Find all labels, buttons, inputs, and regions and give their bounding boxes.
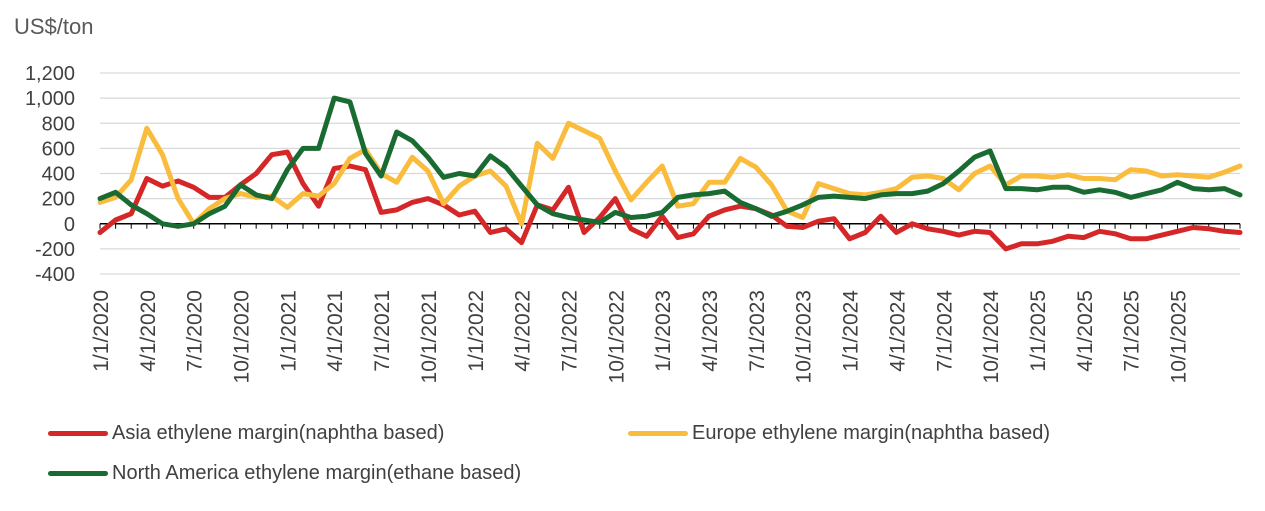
x-tick-label: 7/1/2020 <box>184 290 207 372</box>
x-tick-label: 4/1/2020 <box>137 290 160 372</box>
legend-swatch-asia <box>48 431 108 437</box>
y-tick-label: 800 <box>42 113 75 135</box>
y-tick-label: 400 <box>42 164 75 186</box>
x-tick-label: 1/1/2024 <box>840 290 863 372</box>
x-tick-label: 4/1/2025 <box>1074 290 1097 372</box>
legend-item-north-america: North America ethylene margin(ethane bas… <box>48 462 521 485</box>
x-tick-label: 10/1/2020 <box>231 290 254 383</box>
x-tick-label: 7/1/2021 <box>371 290 394 372</box>
x-tick-label: 1/1/2022 <box>465 290 488 372</box>
y-tick-label: 1,000 <box>25 88 75 110</box>
legend-swatch-north-america <box>48 471 108 477</box>
series-lines <box>97 95 1243 252</box>
x-tick-label: 4/1/2024 <box>886 290 909 372</box>
y-axis-ticks: -400 -200 0 200 400 600 800 1,000 1,200 <box>25 63 75 286</box>
legend-item-europe: Europe ethylene margin(naphtha based) <box>628 422 1050 445</box>
legend-label-europe: Europe ethylene margin(naphtha based) <box>692 422 1051 445</box>
legend-label-asia: Asia ethylene margin(naphtha based) <box>112 422 445 445</box>
x-tick-label: 10/1/2022 <box>605 290 628 383</box>
legend-label-north-america: North America ethylene margin(ethane bas… <box>112 462 522 485</box>
series-line-europe <box>97 120 1243 227</box>
y-axis-unit-label: US$/ton <box>14 14 94 39</box>
x-tick-label: 1/1/2023 <box>652 290 675 372</box>
legend-item-asia: Asia ethylene margin(naphtha based) <box>48 422 444 445</box>
series-line-north-america <box>97 95 1243 229</box>
x-tick-label: 7/1/2024 <box>933 290 956 372</box>
y-tick-label: 200 <box>42 189 75 211</box>
x-tick-label: 4/1/2023 <box>699 290 722 372</box>
x-tick-label: 1/1/2025 <box>1027 290 1050 372</box>
x-tick-label: 1/1/2021 <box>277 290 300 372</box>
x-tick-label: 10/1/2024 <box>980 290 1003 384</box>
x-tick-label: 4/1/2021 <box>324 290 347 372</box>
y-tick-label: -200 <box>35 239 75 261</box>
x-tick-label: 10/1/2023 <box>793 290 816 383</box>
x-tick-label: 10/1/2021 <box>418 290 441 383</box>
x-tick-label: 4/1/2022 <box>512 290 535 372</box>
y-tick-label: -400 <box>35 264 75 286</box>
series-line-asia <box>97 149 1243 252</box>
x-tick-label: 7/1/2025 <box>1121 290 1144 372</box>
y-tick-label: 1,200 <box>25 63 75 85</box>
x-tick-label: 10/1/2025 <box>1168 290 1191 383</box>
y-tick-label: 0 <box>64 214 75 236</box>
y-tick-label: 600 <box>42 138 75 160</box>
x-axis: 1/1/2020 4/1/2020 7/1/2020 10/1/2020 1/1/202… <box>90 223 1241 384</box>
x-tick-label: 7/1/2022 <box>558 290 581 372</box>
legend-swatch-europe <box>628 431 688 437</box>
x-tick-label: 7/1/2023 <box>746 290 769 372</box>
x-tick-label: 1/1/2020 <box>90 290 113 372</box>
